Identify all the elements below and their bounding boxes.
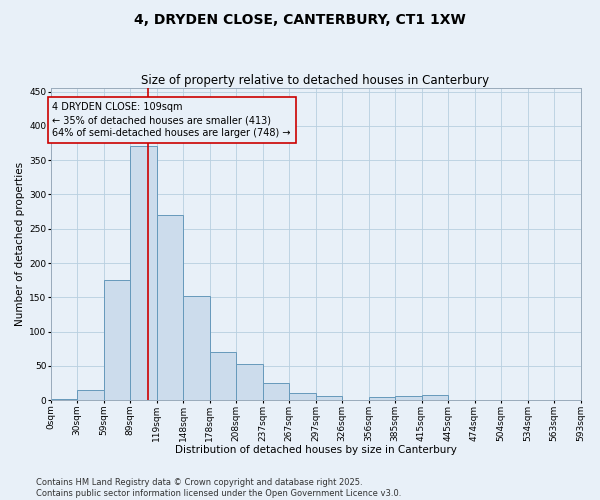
Bar [316,396,342,400]
Bar [209,352,236,401]
X-axis label: Distribution of detached houses by size in Canterbury: Distribution of detached houses by size … [175,445,457,455]
Bar [157,215,183,400]
Text: 4 DRYDEN CLOSE: 109sqm
← 35% of detached houses are smaller (413)
64% of semi-de: 4 DRYDEN CLOSE: 109sqm ← 35% of detached… [52,102,291,139]
Text: Contains HM Land Registry data © Crown copyright and database right 2025.
Contai: Contains HM Land Registry data © Crown c… [36,478,401,498]
Bar [77,390,104,400]
Bar [236,364,263,401]
Bar [289,394,316,400]
Bar [104,280,130,400]
Bar [395,396,422,400]
Bar [130,146,157,400]
Bar [50,399,77,400]
Bar [422,395,448,400]
Bar [368,397,395,400]
Bar [183,296,209,401]
Bar [263,383,289,400]
Y-axis label: Number of detached properties: Number of detached properties [15,162,25,326]
Title: Size of property relative to detached houses in Canterbury: Size of property relative to detached ho… [142,74,490,87]
Text: 4, DRYDEN CLOSE, CANTERBURY, CT1 1XW: 4, DRYDEN CLOSE, CANTERBURY, CT1 1XW [134,12,466,26]
